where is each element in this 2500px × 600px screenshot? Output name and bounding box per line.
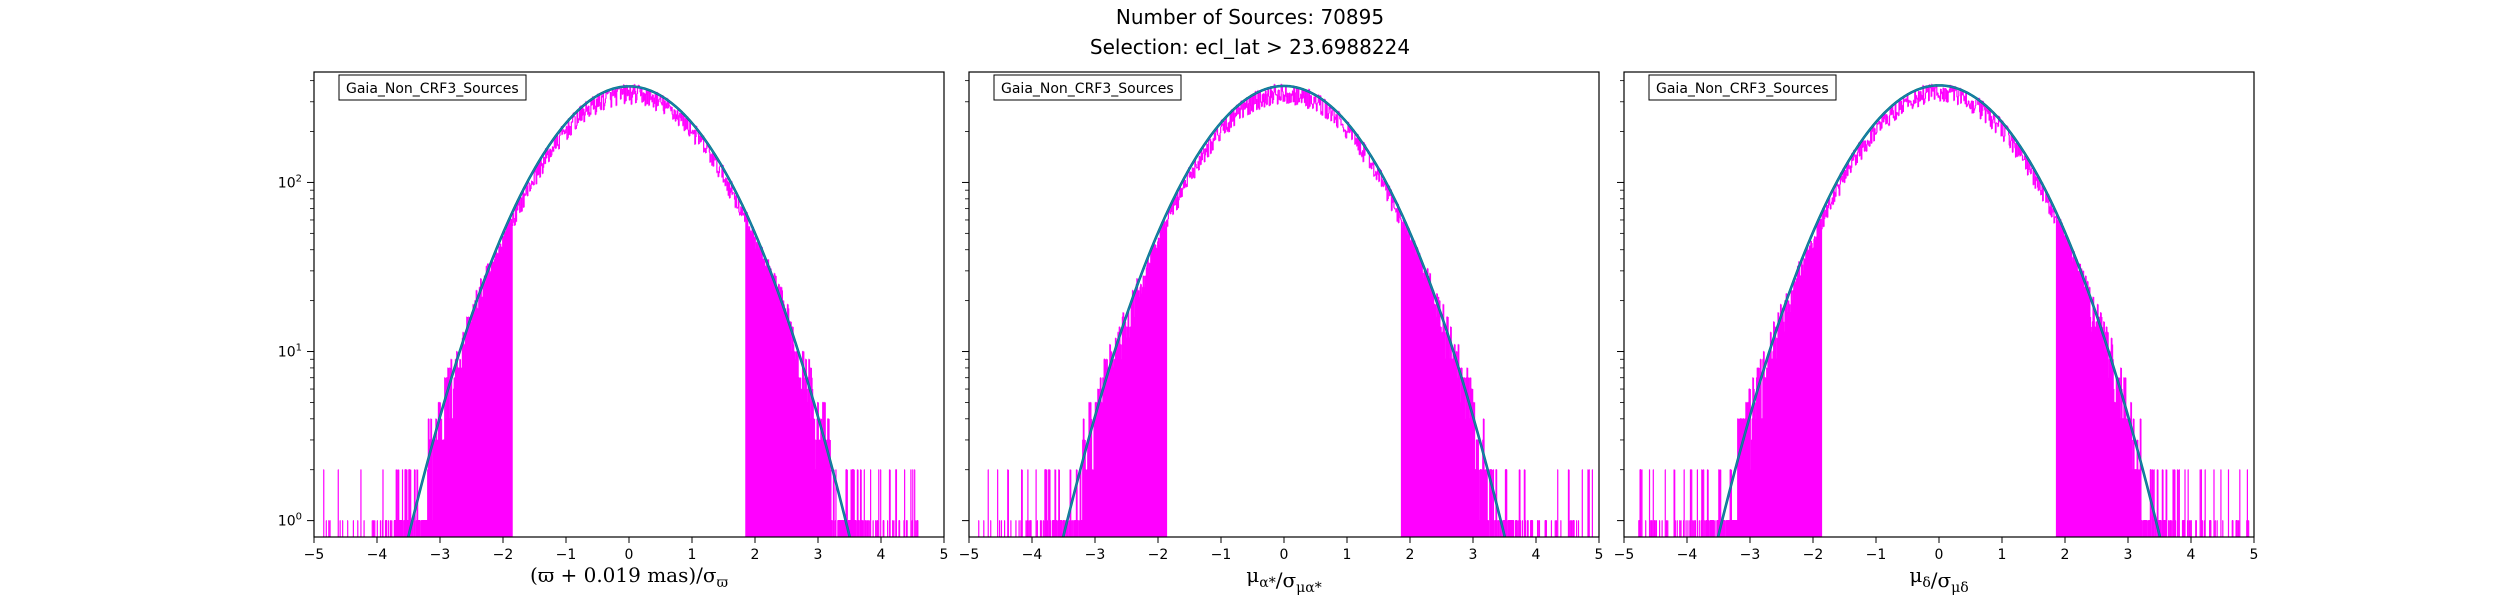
legend: Gaia_Non_CRF3_Sources [1648,74,1837,101]
x-tick-label: −3 [430,547,451,563]
x-tick-label: 4 [1532,547,1541,563]
panel-1: −5 −4 −3 −2 −1 0 1 2 3 4 5 100 101 102 Gaia_Non_CRF3_S… [278,71,949,591]
x-tick-label: −1 [1211,547,1232,563]
x-tick-label: 5 [1595,547,1604,563]
legend-box [1648,74,1837,101]
x-tick-label: −2 [1148,547,1169,563]
x-tick-label: −4 [1677,547,1698,563]
gaussian-fit [406,85,852,537]
histogram-bins [323,83,919,537]
histogram-series [978,83,1593,537]
x-axis-label: (ϖ + 0.019 mas)/σϖ [530,563,729,591]
y-tick-label: 101 [278,343,302,361]
x-tick-label: 0 [1280,547,1289,563]
axes-frame [313,71,945,538]
legend-box [993,74,1182,101]
x-tick-label: 1 [688,547,697,563]
x-tick-label: −5 [959,547,980,563]
x-tick-label: −3 [1085,547,1106,563]
gaussian-fit [1061,84,1507,537]
x-tick-label: 4 [877,547,886,563]
y-tick-label: 102 [278,173,302,191]
x-axis-label: μδ/σμδ [1909,563,1968,596]
x-tick-label: 0 [1935,547,1944,563]
x-tick-label: 2 [1406,547,1415,563]
x-tick-label: 2 [2061,547,2070,563]
legend-box [338,74,527,101]
legend-label: Gaia_Non_CRF3_Sources [346,81,519,97]
x-tick-label: 2 [751,547,760,563]
gaussian-fit-line-inner [407,85,851,537]
histogram-series [1638,83,2250,537]
axes-frame [1623,71,2255,538]
x-tick-label: 4 [2187,547,2196,563]
x-axis-label: μα*/σμα* [1246,563,1321,596]
legend: Gaia_Non_CRF3_Sources [338,74,527,101]
axes-frame [968,71,1600,538]
x-tick-label: 3 [814,547,823,563]
x-tick-label: −1 [1866,547,1887,563]
x-tick-label: 3 [2124,547,2133,563]
gaussian-fit-line-inner [1717,84,2161,537]
x-tick-label: 3 [1469,547,1478,563]
x-tick-label: −5 [1614,547,1635,563]
histogram-bins [978,83,1593,537]
x-tick-label: 1 [1998,547,2007,563]
figure-title-line-2: Selection: ecl_lat > 23.6988224 [1089,35,1411,59]
x-tick-label: −2 [493,547,514,563]
x-tick-label: −4 [1022,547,1043,563]
x-tick-label: 5 [940,547,949,563]
x-tick-label: −1 [556,547,577,563]
x-tick-label: 0 [625,547,634,563]
legend-label: Gaia_Non_CRF3_Sources [1001,81,1174,97]
gaussian-fit-line-inner [1062,85,1506,537]
panel-2: −5 −4 −3 −2 −1 0 1 2 3 4 5 Gaia_Non_CRF3_Sources μα*… [959,71,1604,596]
y-tick-label: 100 [278,512,302,530]
histogram-bins [1638,83,2250,537]
x-tick-label: −2 [1803,547,1824,563]
legend-label: Gaia_Non_CRF3_Sources [1656,81,1829,97]
x-tick-label: 5 [2250,547,2259,563]
x-tick-label: 1 [1343,547,1352,563]
legend: Gaia_Non_CRF3_Sources [993,74,1182,101]
gaussian-fit [1716,84,2162,537]
x-tick-label: −5 [304,547,325,563]
x-tick-label: −4 [367,547,388,563]
figure-title-line-1: Number of Sources: 70895 [1115,5,1385,29]
panel-3: −5 −4 −3 −2 −1 0 1 2 3 4 5 Gaia_Non_CRF3_Sources μδ/… [1614,71,2259,596]
histogram-series [323,83,919,537]
x-tick-label: −3 [1740,547,1761,563]
